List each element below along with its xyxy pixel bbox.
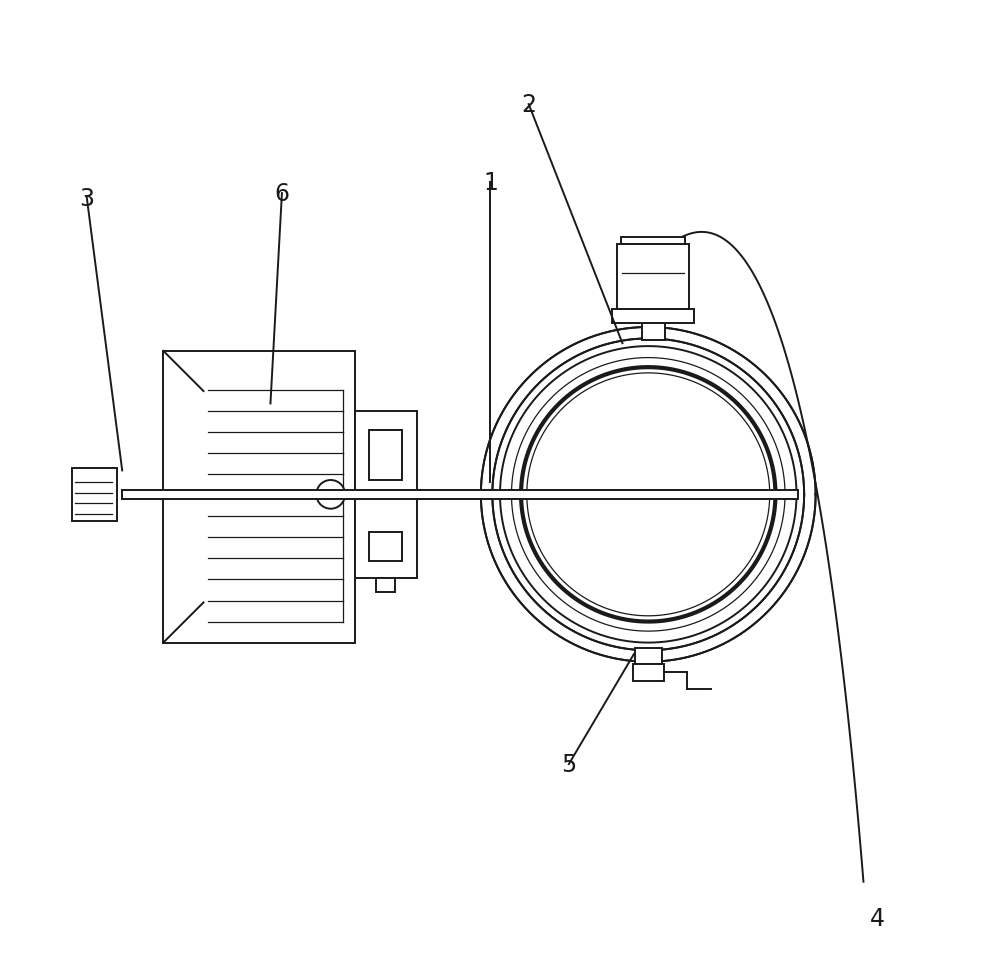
- Bar: [642, 324, 665, 341]
- Circle shape: [481, 328, 816, 662]
- Bar: [369, 532, 402, 561]
- Bar: [635, 649, 662, 664]
- Bar: [612, 309, 694, 324]
- Bar: [122, 490, 798, 500]
- Bar: [163, 352, 355, 643]
- Circle shape: [500, 347, 796, 643]
- Text: 5: 5: [561, 752, 576, 776]
- Circle shape: [316, 480, 345, 509]
- Text: 4: 4: [870, 906, 885, 930]
- Bar: [621, 237, 685, 244]
- Text: 1: 1: [483, 170, 498, 194]
- Text: 6: 6: [274, 182, 289, 206]
- Text: 2: 2: [521, 93, 536, 117]
- Bar: [369, 431, 402, 480]
- Bar: [617, 244, 689, 309]
- Bar: [72, 469, 117, 521]
- Bar: [376, 579, 395, 593]
- Text: 3: 3: [79, 186, 94, 210]
- Bar: [355, 411, 417, 579]
- Bar: [633, 664, 664, 681]
- Bar: [122, 490, 798, 500]
